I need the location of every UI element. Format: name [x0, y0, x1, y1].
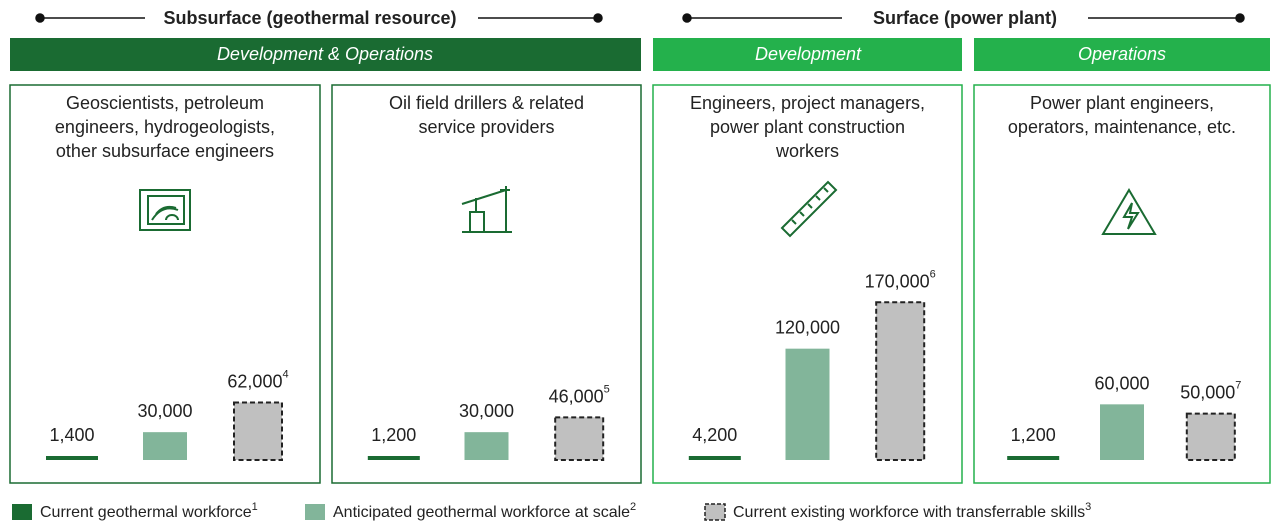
value-label-text: 46,000	[549, 386, 604, 406]
panel-title: operators, maintenance, etc.	[1008, 117, 1236, 137]
value-label-text: 30,000	[459, 401, 514, 421]
pump-icon	[461, 186, 512, 233]
bar	[464, 432, 509, 460]
bar	[233, 401, 283, 462]
panel	[973, 84, 1271, 484]
section-header: Surface (power plant)	[873, 8, 1057, 28]
bar	[875, 301, 926, 461]
value-label-text: 1,200	[1011, 425, 1056, 445]
section-header: Subsurface (geothermal resource)	[163, 8, 456, 28]
bar	[1100, 404, 1144, 460]
value-label-text: 1,200	[371, 425, 416, 445]
panel-title: Oil field drillers & related	[389, 93, 584, 113]
banner	[974, 38, 1270, 71]
panel-title: engineers, hydrogeologists,	[55, 117, 275, 137]
legend-text: Current existing workforce with transfer…	[733, 504, 1085, 521]
panel-title: workers	[775, 141, 839, 161]
value-label-text: 60,000	[1094, 373, 1149, 393]
value-label-text: 1,400	[49, 425, 94, 445]
bar	[46, 456, 98, 460]
value-label-text: 62,000	[227, 371, 282, 391]
value-label: 62,0004	[227, 368, 288, 391]
banner	[10, 38, 641, 71]
legend-label: Current existing workforce with transfer…	[733, 501, 1091, 521]
ruler-icon	[780, 180, 838, 238]
footnote-mark: 3	[1085, 501, 1091, 513]
bar	[1185, 412, 1236, 462]
legend-label: Anticipated geothermal workforce at scal…	[333, 501, 636, 521]
bar	[143, 432, 187, 460]
value-label: 46,0005	[549, 383, 610, 406]
value-label: 4,200	[692, 425, 737, 445]
value-label: 60,000	[1094, 373, 1149, 393]
value-label: 30,000	[137, 401, 192, 421]
value-label: 30,000	[459, 401, 514, 421]
banner	[653, 38, 962, 71]
value-label: 1,200	[371, 425, 416, 445]
legend-text: Anticipated geothermal workforce at scal…	[333, 504, 630, 521]
footnote-mark: 7	[1235, 380, 1241, 392]
bar	[1007, 456, 1060, 460]
footnote-mark: 5	[604, 383, 610, 395]
legend-swatch	[305, 504, 325, 520]
panel	[331, 84, 642, 484]
banner-text: Development & Operations	[217, 44, 433, 64]
footnote-mark: 2	[630, 501, 636, 513]
panel	[9, 84, 321, 484]
footnote-mark: 4	[282, 368, 288, 380]
value-label: 1,400	[49, 425, 94, 445]
panel-title: Engineers, project managers,	[690, 93, 925, 113]
value-label-text: 4,200	[692, 425, 737, 445]
bar	[688, 456, 741, 460]
footnote-mark: 6	[930, 268, 936, 280]
panel-title: Power plant engineers,	[1030, 93, 1214, 113]
legend-swatch	[704, 503, 726, 521]
legend-text: Current geothermal workforce	[40, 504, 252, 521]
map-icon	[139, 189, 191, 231]
legend-label: Current geothermal workforce1	[40, 501, 258, 521]
banner-text: Operations	[1078, 44, 1166, 64]
footnote-mark: 1	[252, 501, 258, 513]
bar	[785, 348, 830, 460]
value-label: 1,200	[1011, 425, 1056, 445]
bar	[367, 456, 420, 460]
value-label-text: 50,000	[1180, 382, 1235, 402]
value-label-text: 30,000	[137, 401, 192, 421]
value-label: 50,0007	[1180, 380, 1241, 403]
panel-title: other subsurface engineers	[56, 141, 274, 161]
panel-title: power plant construction	[710, 117, 905, 137]
header-lines	[35, 13, 1245, 23]
bar	[554, 416, 605, 462]
legend-swatch	[12, 504, 32, 520]
value-label: 120,000	[775, 317, 840, 337]
value-label-text: 170,000	[865, 271, 930, 291]
panel-title: Geoscientists, petroleum	[66, 93, 264, 113]
value-label: 170,0006	[865, 268, 936, 291]
panel-title: service providers	[418, 117, 554, 137]
value-label-text: 120,000	[775, 317, 840, 337]
hazard-icon	[1101, 188, 1157, 235]
banner-text: Development	[755, 44, 862, 64]
panel	[652, 84, 963, 484]
